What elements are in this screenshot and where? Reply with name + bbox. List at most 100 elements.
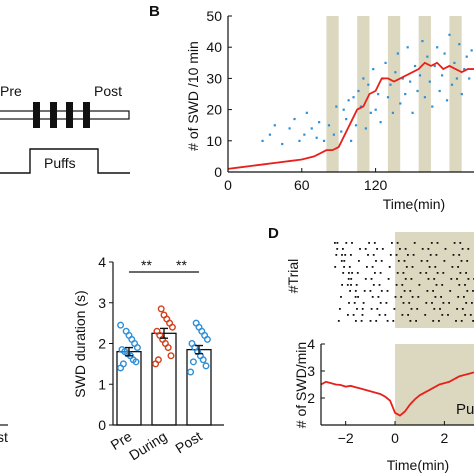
- panel-d-raster-event: [444, 248, 447, 250]
- panel-d-raster-event: [403, 290, 406, 292]
- panel-b-point: [404, 93, 407, 96]
- panel-d-raster-event: [351, 272, 353, 274]
- panel-d-raster-event: [371, 266, 374, 268]
- panel-d-raster-event: [458, 284, 461, 286]
- panel-c-point: [117, 321, 125, 329]
- panel-d-raster-event: [434, 266, 437, 268]
- panel-d-raster-event: [411, 296, 414, 298]
- panel-c-point: [122, 327, 130, 335]
- panel-b-point: [281, 142, 284, 146]
- panel-d-raster-event: [356, 272, 359, 274]
- panel-d-raster-event: [367, 254, 369, 256]
- panel-b-point: [431, 105, 434, 108]
- panel-d-raster-event: [448, 302, 450, 304]
- panel-b-point: [318, 121, 321, 124]
- panel-d-raster-event: [463, 296, 465, 298]
- panel-d-raster-event: [343, 260, 346, 262]
- panel-b-x-axis-label: Time(min): [383, 196, 445, 212]
- panel-d-raster-event: [431, 302, 433, 304]
- panel-d-raster-event: [466, 290, 469, 292]
- panel-b-point: [364, 127, 367, 130]
- panel-d-raster-event: [394, 296, 397, 298]
- panel-b-point: [396, 52, 399, 55]
- panel-d-raster-event: [384, 314, 387, 316]
- panel-c-point: [160, 311, 168, 319]
- panel-b-point: [261, 139, 264, 142]
- panel-d-raster-event: [339, 308, 341, 310]
- panel-b-point: [448, 33, 451, 36]
- panel-d-raster-event: [370, 278, 373, 280]
- panel-d-raster-event: [379, 272, 382, 274]
- panel-b-point: [268, 133, 272, 136]
- panel-d-raster-event: [471, 302, 473, 304]
- panel-d-raster-event: [433, 308, 436, 310]
- panel-b-point: [369, 111, 372, 114]
- panel-d-raster-event: [372, 254, 375, 256]
- panel-d-raster-event: [395, 284, 398, 286]
- panel-d-raster-event: [402, 272, 405, 274]
- panel-d-raster-event: [410, 308, 413, 310]
- panel-d-raster-event: [430, 242, 433, 244]
- panel-d-raster-event: [429, 254, 432, 256]
- stimulus-bar: [0, 110, 130, 120]
- panel-d-raster-event: [441, 314, 444, 316]
- panel-b-point: [342, 108, 345, 111]
- panel-b-shade-3: [387, 16, 401, 172]
- panel-d-raster-event: [440, 296, 442, 298]
- panel-d-raster-event: [466, 260, 469, 262]
- panel-d-y-tick-label: 4: [307, 336, 315, 352]
- panel-b-point: [384, 61, 387, 64]
- panel-d-raster-event: [450, 278, 453, 280]
- panel-d-raster-event: [344, 254, 347, 256]
- panel-d-raster-event: [362, 302, 365, 304]
- panel-d-raster-event: [343, 266, 345, 268]
- panel-d-raster-event: [420, 260, 423, 262]
- panel-b-shaded-periods: [326, 16, 462, 172]
- panel-d-raster-event: [435, 254, 438, 256]
- panel-d-raster-event: [428, 266, 431, 268]
- panel-d-raster-event: [407, 254, 409, 256]
- panel-b-point: [458, 43, 461, 46]
- panel-c-significance-label: **: [176, 257, 187, 273]
- panel-d-raster-event: [376, 308, 379, 310]
- panel-b-point: [357, 89, 360, 93]
- panel-d-x-tick-label: −2: [338, 430, 354, 446]
- panel-d-raster-event: [433, 278, 436, 280]
- panel-b-point: [315, 136, 318, 139]
- panel-b-point: [372, 68, 375, 71]
- panel-d-raster-event: [439, 308, 441, 310]
- puff-marker-4: [83, 102, 90, 128]
- panel-d-raster-event: [459, 272, 462, 274]
- panel-d-raster-event: [348, 266, 351, 268]
- panel-d-raster-event: [404, 248, 407, 250]
- panel-d-raster-event: [340, 260, 343, 262]
- panel-d-raster-event: [366, 266, 368, 268]
- panel-c-point: [167, 352, 175, 360]
- panel-b-point: [327, 124, 331, 127]
- panel-d-raster-event: [377, 296, 380, 298]
- panel-d-raster-event: [374, 272, 376, 274]
- panel-d: D #Trial 2 3 4 −2 0 2 # of SWD/min Time(min)…: [268, 225, 474, 473]
- panel-b-point: [340, 130, 343, 133]
- panel-d-raster-event: [443, 260, 446, 262]
- panel-d-raster-event: [347, 278, 350, 280]
- panel-d-raster-event: [335, 254, 338, 256]
- panel-c-left-stub-label: st: [0, 429, 8, 445]
- panel-d-raster-event: [465, 302, 468, 304]
- panel-b-point: [391, 111, 395, 114]
- panel-b-point: [421, 39, 424, 43]
- panel-d-raster-event: [356, 308, 358, 310]
- panel-d-raster-event: [453, 242, 456, 244]
- panel-d-raster-event: [395, 254, 398, 256]
- puffs-timing-trace: [0, 148, 130, 174]
- panel-b-point: [367, 83, 370, 86]
- panel-d-raster-event: [342, 248, 344, 250]
- panel-b-point: [433, 64, 436, 68]
- panel-d-raster-event: [352, 314, 355, 316]
- panel-b-point: [345, 117, 348, 121]
- panel-b-point: [293, 117, 296, 121]
- panel-d-raster-event: [402, 302, 405, 304]
- panel-d-raster-event: [350, 284, 352, 286]
- panel-d-raster-event: [340, 296, 342, 298]
